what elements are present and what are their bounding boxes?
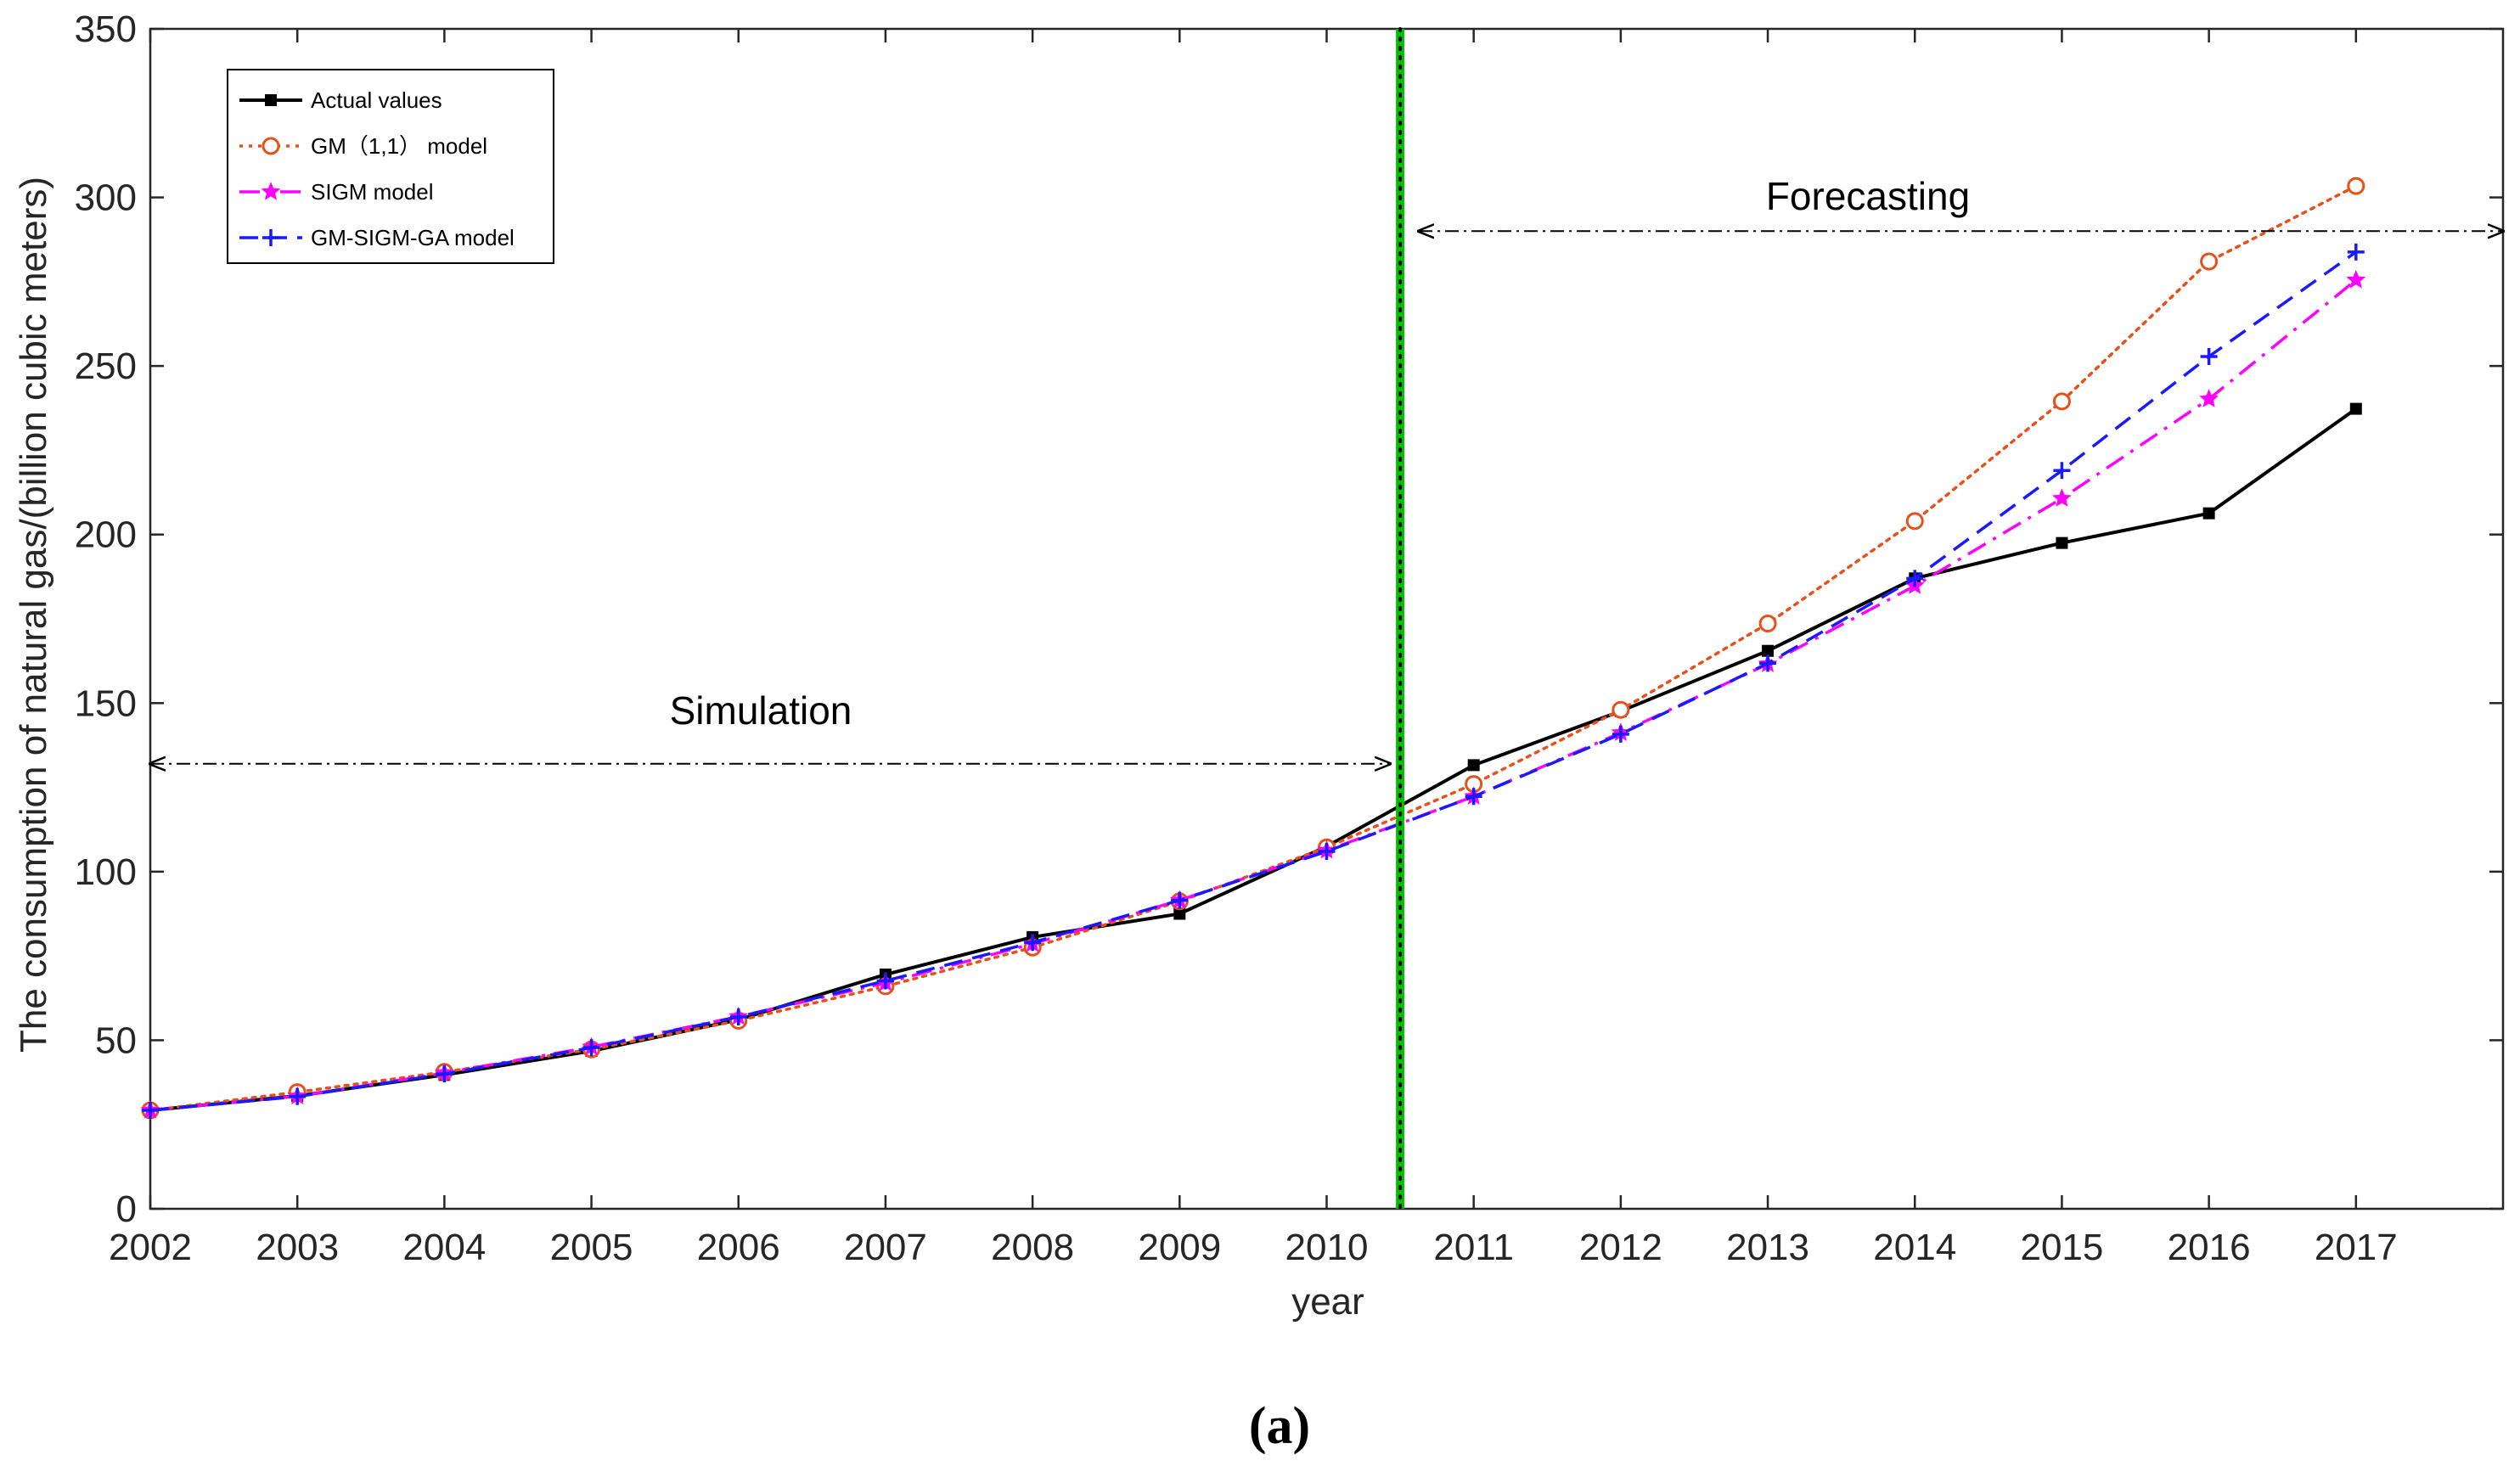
data-point	[729, 1008, 747, 1026]
data-point	[1467, 759, 1480, 772]
y-axis: 0 50 100 150 200 250 300 350	[75, 8, 2503, 1230]
y-tick-label: 300	[75, 177, 137, 219]
data-point	[289, 1087, 307, 1105]
data-point	[2347, 177, 2365, 195]
x-tick-label: 2008	[991, 1227, 1074, 1268]
data-point	[2346, 269, 2366, 289]
data-point	[2202, 507, 2215, 520]
x-tick-label: 2012	[1579, 1227, 1662, 1268]
y-tick-label: 350	[75, 8, 137, 50]
y-tick-label: 50	[95, 1019, 137, 1061]
data-point	[2056, 536, 2068, 549]
data-point	[1171, 891, 1189, 909]
data-point	[876, 972, 894, 990]
data-point	[1318, 843, 1336, 861]
x-axis: 2002 2003 2004 2005 2006 2007 2008 2009 2010 2011…	[109, 29, 2398, 1268]
y-tick-label: 100	[75, 851, 137, 893]
legend-item: Actual values	[239, 87, 442, 113]
legend-label: GM（1,1） model	[311, 133, 487, 159]
data-point	[1612, 700, 1630, 719]
legend-marker	[262, 229, 279, 246]
legend-item: GM-SIGM-GA model	[239, 225, 515, 250]
x-tick-label: 2002	[109, 1227, 192, 1268]
data-point	[1758, 615, 1777, 633]
data-point	[1759, 654, 1777, 672]
data-point	[2200, 252, 2219, 271]
legend-item: SIGM model	[239, 179, 434, 205]
y-tick-label: 250	[75, 345, 137, 387]
series-line	[149, 278, 2357, 1112]
simulation-label: Simulation	[670, 688, 852, 733]
x-tick-label: 2016	[2168, 1227, 2251, 1268]
data-point	[2347, 243, 2365, 261]
x-tick-label: 2009	[1138, 1227, 1221, 1268]
data-point	[582, 1039, 600, 1057]
legend-marker	[265, 94, 277, 106]
data-point	[1905, 512, 1924, 531]
x-axis-title: year	[1291, 1281, 1364, 1323]
data-point	[1024, 934, 1042, 952]
data-point	[2052, 488, 2072, 507]
data-point	[1612, 725, 1629, 743]
y-tick-label: 150	[75, 682, 137, 724]
x-tick-label: 2003	[256, 1227, 339, 1268]
x-tick-label: 2015	[2020, 1227, 2103, 1268]
series-line	[149, 184, 2358, 1112]
y-axis-title: The consumption of natural gas/(billion …	[13, 177, 54, 1053]
data-point	[1465, 788, 1482, 806]
series-line	[149, 250, 2357, 1112]
legend: Actual values GM（1,1） model SIGM model GM-S…	[227, 69, 554, 264]
data-point	[1906, 570, 1924, 587]
legend-item: GM（1,1） model	[239, 133, 487, 159]
x-tick-label: 2014	[1873, 1227, 1956, 1268]
x-tick-label: 2007	[844, 1227, 927, 1268]
x-tick-label: 2006	[697, 1227, 780, 1268]
series-2	[140, 269, 2366, 1119]
x-tick-label: 2005	[550, 1227, 633, 1268]
series-1	[141, 177, 2365, 1120]
series-0	[144, 402, 2362, 1117]
y-tick-label: 200	[75, 514, 137, 556]
figure-caption: (a)	[1249, 1397, 1310, 1455]
data-point	[1762, 644, 1775, 657]
x-tick-label: 2011	[1433, 1227, 1514, 1268]
legend-label: Actual values	[311, 87, 442, 113]
legend-marker	[262, 137, 280, 155]
data-point	[2199, 389, 2219, 407]
legend-label: SIGM model	[311, 179, 434, 205]
legend-marker	[261, 182, 281, 200]
series-layer	[140, 177, 2366, 1120]
legend-label: GM-SIGM-GA model	[311, 225, 515, 250]
series-3	[142, 243, 2365, 1120]
data-point	[2052, 392, 2071, 411]
data-point	[2200, 348, 2218, 366]
series-line	[149, 407, 2357, 1112]
data-point	[2349, 402, 2362, 415]
data-point	[436, 1065, 453, 1083]
x-tick-label: 2017	[2315, 1227, 2398, 1268]
data-point	[1173, 907, 1186, 920]
y-tick-label: 0	[116, 1188, 137, 1230]
x-tick-label: 2004	[402, 1227, 486, 1268]
data-point	[142, 1102, 159, 1120]
forecasting-label: Forecasting	[1766, 174, 1970, 218]
x-tick-label: 2010	[1285, 1227, 1369, 1268]
data-point	[2053, 462, 2071, 480]
x-tick-label: 2013	[1726, 1227, 1809, 1268]
annotation-layer	[150, 231, 2503, 763]
